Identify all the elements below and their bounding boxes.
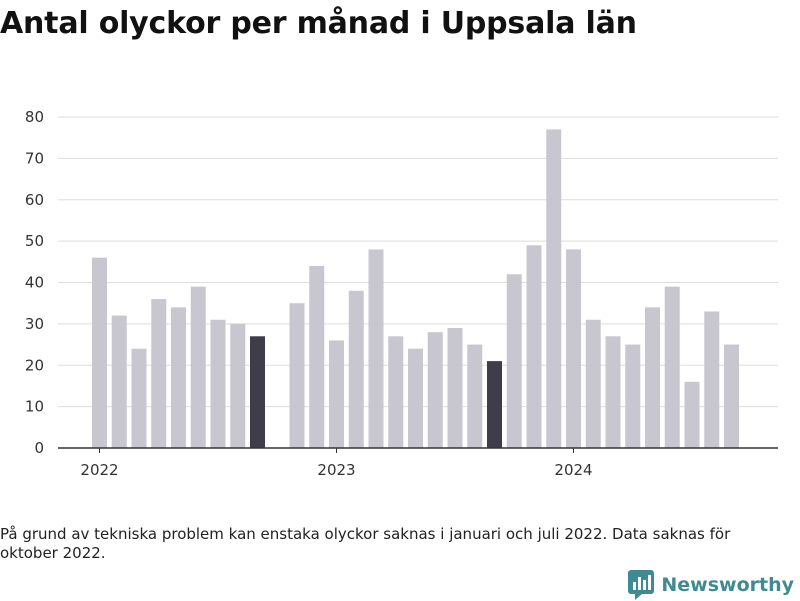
bar [131,348,147,448]
y-tick-label: 10 [25,398,44,416]
bar [546,129,562,448]
bar [289,303,305,448]
bar [566,249,581,448]
bar [526,245,542,448]
bar [724,344,739,448]
brand-logo: Newsworthy [628,569,794,601]
x-tick-label: 2022 [80,461,118,479]
bar [467,344,483,448]
y-tick-label: 30 [25,315,44,333]
bar [447,328,463,448]
x-tick-label: 2023 [317,461,355,479]
brand-name: Newsworthy [661,574,794,596]
bar [250,336,265,448]
bar [427,332,443,448]
y-tick-label: 0 [34,439,44,457]
bar-chart: 0 10 20 30 40 50 60 70 80 2022 2023 2024 25 [25,95,778,479]
bar [92,257,107,448]
bar [605,336,621,448]
bar [625,344,641,448]
bar [704,311,720,448]
chart-title: Antal olyckor per månad i Uppsala län [0,6,637,41]
bar [645,307,660,448]
bar [684,381,700,448]
bar [171,307,186,448]
footnote: På grund av tekniska problem kan enstaka… [0,525,731,562]
bar-value-label: 25 [741,95,761,99]
y-tick-label: 50 [25,232,44,250]
bar [190,286,206,448]
x-tick-label: 2024 [554,461,592,479]
y-tick-label: 40 [25,274,44,292]
y-tick-label: 70 [25,149,44,167]
y-axis-ticks: 0 10 20 30 40 50 60 70 80 [25,108,44,457]
bar [506,274,522,448]
bar [585,319,601,448]
y-tick-label: 20 [25,356,44,374]
data-labels: 25 [741,95,761,99]
bar [309,265,325,448]
bar [388,336,404,448]
bar [408,348,423,448]
bar [368,249,384,448]
bar [348,290,364,448]
x-axis-ticks: 2022 2023 2024 [80,448,593,479]
y-tick-label: 60 [25,191,44,209]
bar [151,299,167,448]
bar [329,340,344,448]
bar [487,361,502,448]
bar-chart-speech-bubble-icon [628,570,655,600]
bar [210,319,226,448]
bar [111,315,127,448]
bar [664,286,680,448]
y-tick-label: 80 [25,108,44,126]
bar [230,323,246,448]
bars [92,129,739,448]
